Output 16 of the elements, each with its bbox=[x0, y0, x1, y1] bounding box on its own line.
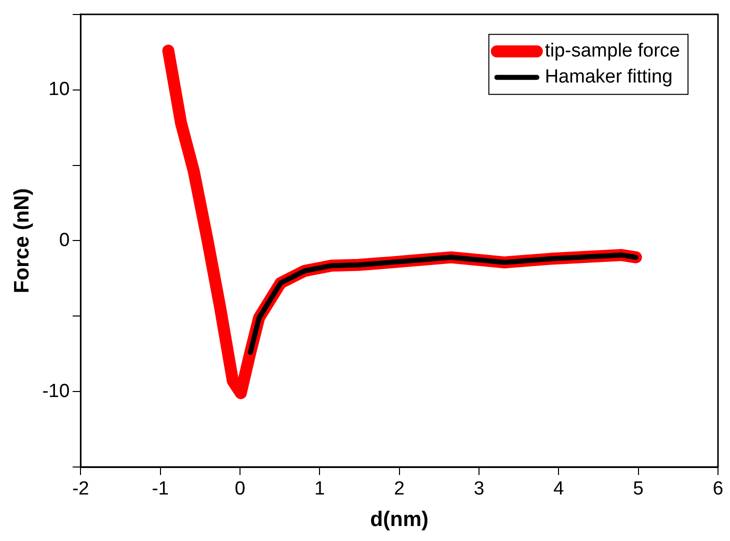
y-tick-label: 0 bbox=[59, 230, 70, 251]
x-tick-label: 1 bbox=[314, 478, 325, 500]
y-tick-label: -10 bbox=[42, 380, 70, 402]
x-tick-label: 5 bbox=[633, 478, 644, 500]
x-tick-label: 3 bbox=[474, 478, 484, 500]
y-tick-label: 10 bbox=[48, 79, 70, 100]
legend-label: tip-sample force bbox=[544, 40, 680, 62]
x-tick-label: 6 bbox=[712, 478, 724, 500]
x-tick-label: 4 bbox=[553, 478, 564, 500]
y-axis-title: Force (nN) bbox=[10, 188, 34, 294]
x-tick-label: 2 bbox=[394, 478, 405, 500]
x-axis-title: d(nm) bbox=[370, 508, 428, 532]
x-tick-label: -2 bbox=[72, 478, 90, 500]
legend-label: Hamaker fitting bbox=[544, 66, 673, 88]
x-tick-label: 0 bbox=[234, 478, 246, 500]
x-tick-label: -1 bbox=[152, 478, 169, 500]
